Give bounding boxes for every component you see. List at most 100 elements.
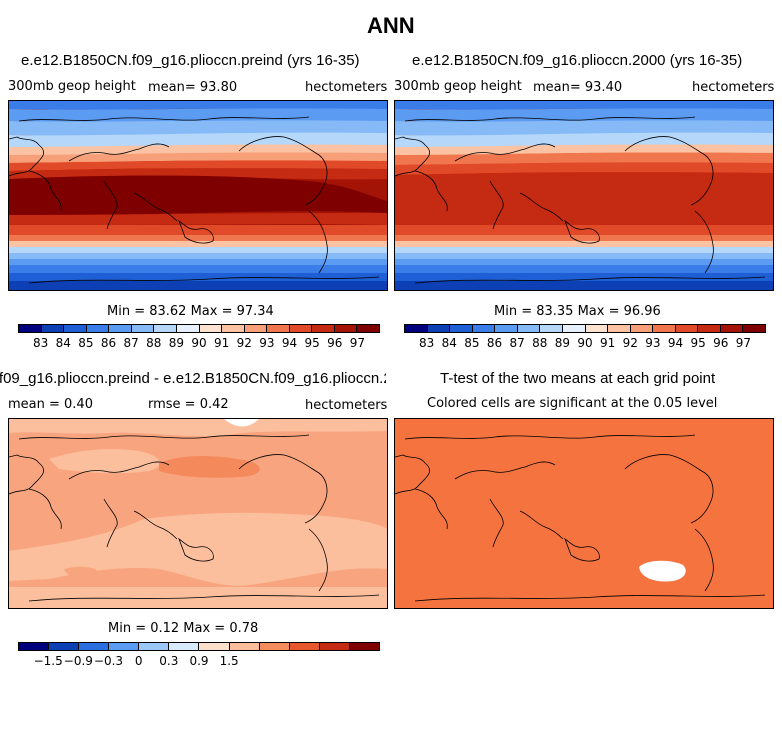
colorbar-tick-label: 83 bbox=[32, 336, 49, 350]
colorbar-swatch bbox=[64, 325, 87, 332]
colorbar-tick-label: −0.9 bbox=[63, 654, 93, 668]
colorbar-tick-label: −1.5 bbox=[33, 654, 63, 668]
panel3-minmax: Min = 0.12 Max = 0.78 bbox=[108, 621, 259, 636]
colorbar-tick-label: 84 bbox=[55, 336, 71, 350]
panel2-colorbar-labels: 83 84 85 86 87 88 89 90 91 92 93 94 95 96 97 bbox=[404, 336, 766, 352]
panel4-title: T-test of the two means at each grid poi… bbox=[440, 370, 716, 387]
colorbar-swatch bbox=[319, 643, 350, 650]
panel2-variable: 300mb geop height bbox=[394, 79, 522, 94]
panel4-subtitle: Colored cells are significant at the 0.0… bbox=[427, 396, 718, 411]
panel3-mean: mean = 0.40 bbox=[8, 397, 93, 412]
panel2-title: e.e12.B1850CN.f09_g16.plioccn.2000 (yrs … bbox=[412, 52, 743, 69]
colorbar-tick-label: 96 bbox=[713, 336, 729, 350]
panel1-units: hectometers bbox=[305, 80, 388, 95]
panel2-mean: mean= 93.40 bbox=[533, 80, 623, 95]
colorbar-swatch bbox=[349, 643, 379, 650]
colorbar-swatch bbox=[585, 325, 609, 332]
panel3-colorbar bbox=[18, 642, 380, 651]
colorbar-tick-label: 91 bbox=[213, 336, 230, 350]
colorbar-tick-label: 97 bbox=[349, 336, 366, 350]
colorbar-swatch bbox=[495, 325, 518, 332]
colorbar-swatch bbox=[289, 325, 313, 332]
colorbar-swatch bbox=[312, 325, 335, 332]
colorbar-swatch bbox=[86, 325, 110, 332]
colorbar-swatch bbox=[720, 325, 744, 332]
colorbar-tick-label: 94 bbox=[281, 336, 298, 350]
colorbar-swatch bbox=[229, 643, 260, 650]
colorbar-tick-label: 88 bbox=[532, 336, 548, 350]
colorbar-tick-label: 1.5 bbox=[219, 654, 239, 668]
colorbar-tick-label: 96 bbox=[327, 336, 343, 350]
colorbar-swatch bbox=[698, 325, 721, 332]
colorbar-tick-label: 84 bbox=[441, 336, 457, 350]
panel3-title: e.e12.B1850CN.f09_g16.plioccn.preind - e… bbox=[0, 370, 386, 387]
colorbar-tick-label: 87 bbox=[123, 336, 139, 350]
colorbar-swatch bbox=[49, 643, 80, 650]
colorbar-swatch bbox=[222, 325, 245, 332]
colorbar-tick-label: 87 bbox=[509, 336, 525, 350]
colorbar-swatch bbox=[630, 325, 654, 332]
panel1-mean: mean= 93.80 bbox=[148, 80, 238, 95]
colorbar-tick-label: 89 bbox=[554, 336, 571, 350]
colorbar-swatch bbox=[199, 325, 223, 332]
panel3-title-clip: e.e12.B1850CN.f09_g16.plioccn.preind - e… bbox=[0, 370, 386, 392]
panel3-units: hectometers bbox=[305, 398, 388, 413]
colorbar-tick-label: 89 bbox=[168, 336, 185, 350]
colorbar-tick-label: 94 bbox=[667, 336, 684, 350]
colorbar-swatch bbox=[19, 643, 50, 650]
colorbar-swatch bbox=[109, 325, 132, 332]
colorbar-tick-label: 93 bbox=[259, 336, 275, 350]
colorbar-tick-label: 95 bbox=[690, 336, 706, 350]
panel2-minmax: Min = 83.35 Max = 96.96 bbox=[494, 304, 661, 319]
colorbar-tick-label: 97 bbox=[735, 336, 752, 350]
colorbar-swatch bbox=[472, 325, 496, 332]
panel2-colorbar bbox=[404, 324, 766, 333]
panel3-rmse: rmse = 0.42 bbox=[148, 397, 229, 412]
panel1-variable: 300mb geop height bbox=[8, 79, 136, 94]
colorbar-swatch bbox=[41, 325, 65, 332]
colorbar-tick-label: 86 bbox=[100, 336, 117, 350]
colorbar-tick-label: 0.9 bbox=[189, 654, 209, 668]
figure-title: ANN bbox=[367, 13, 415, 38]
panel1-map bbox=[8, 100, 388, 291]
colorbar-swatch bbox=[79, 643, 110, 650]
colorbar-tick-label: 95 bbox=[304, 336, 320, 350]
colorbar-tick-label: 91 bbox=[599, 336, 616, 350]
panel3-map bbox=[8, 418, 388, 609]
colorbar-tick-label: 85 bbox=[464, 336, 480, 350]
colorbar-tick-label: 86 bbox=[486, 336, 503, 350]
colorbar-swatch bbox=[675, 325, 699, 332]
colorbar-swatch bbox=[267, 325, 290, 332]
colorbar-swatch bbox=[169, 643, 200, 650]
panel1-title: e.e12.B1850CN.f09_g16.plioccn.preind (yr… bbox=[21, 52, 360, 69]
colorbar-swatch bbox=[154, 325, 177, 332]
colorbar-tick-label: 92 bbox=[236, 336, 252, 350]
colorbar-tick-label: 83 bbox=[418, 336, 435, 350]
colorbar-tick-label: 88 bbox=[146, 336, 162, 350]
colorbar-swatch bbox=[450, 325, 473, 332]
colorbar-swatch bbox=[19, 325, 42, 332]
colorbar-swatch bbox=[562, 325, 586, 332]
colorbar-swatch bbox=[608, 325, 631, 332]
colorbar-swatch bbox=[244, 325, 268, 332]
colorbar-tick-label: 85 bbox=[78, 336, 94, 350]
colorbar-swatch bbox=[109, 643, 140, 650]
colorbar-swatch bbox=[289, 643, 320, 650]
panel1-colorbar-labels: 83 84 85 86 87 88 89 90 91 92 93 94 95 96 97 bbox=[18, 336, 380, 352]
panel1-minmax: Min = 83.62 Max = 97.34 bbox=[107, 304, 274, 319]
colorbar-swatch bbox=[334, 325, 358, 332]
panel4-map bbox=[394, 418, 774, 609]
colorbar-swatch bbox=[176, 325, 200, 332]
colorbar-swatch bbox=[139, 643, 170, 650]
colorbar-swatch bbox=[653, 325, 676, 332]
colorbar-swatch bbox=[357, 325, 379, 332]
panel2-map bbox=[394, 100, 774, 291]
colorbar-swatch bbox=[540, 325, 563, 332]
colorbar-swatch bbox=[131, 325, 155, 332]
colorbar-tick-label: 90 bbox=[191, 336, 207, 350]
colorbar-tick-label: 90 bbox=[577, 336, 593, 350]
panel1-colorbar bbox=[18, 324, 380, 333]
colorbar-swatch bbox=[259, 643, 290, 650]
colorbar-tick-label: 93 bbox=[645, 336, 661, 350]
colorbar-swatch bbox=[743, 325, 765, 332]
